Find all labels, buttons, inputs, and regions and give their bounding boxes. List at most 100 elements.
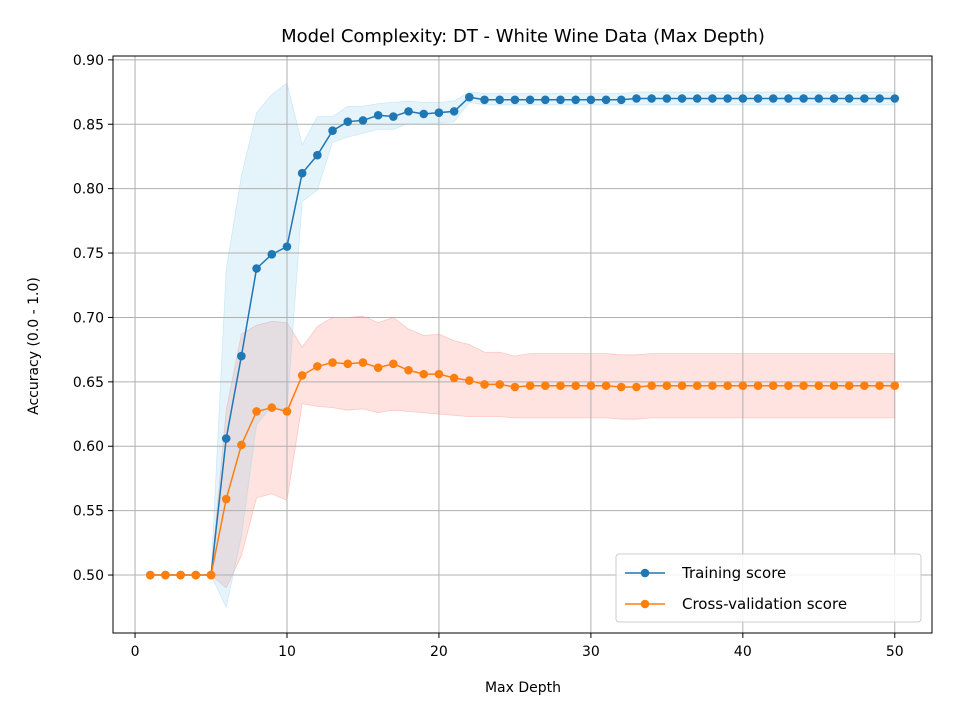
data-point-1: [145, 570, 155, 580]
x-tick-label: 40: [734, 644, 752, 660]
data-point-1: [313, 362, 322, 371]
x-tick-label: 0: [131, 644, 140, 660]
data-point-1: [677, 381, 687, 391]
data-point-0: [799, 94, 808, 103]
data-point-1: [601, 381, 611, 391]
data-point-1: [495, 380, 505, 389]
data-point-1: [237, 440, 246, 450]
data-point-0: [267, 250, 277, 259]
data-point-0: [844, 94, 854, 103]
data-point-0: [419, 109, 429, 119]
data-point-1: [556, 381, 565, 391]
data-point-1: [373, 363, 383, 372]
data-point-1: [647, 381, 656, 391]
data-point-1: [860, 381, 869, 391]
data-point-1: [723, 381, 732, 391]
y-tick-label: 0.60: [73, 439, 104, 455]
x-tick-label: 10: [278, 644, 296, 660]
data-point-1: [221, 494, 231, 504]
confidence-bands: [150, 82, 896, 609]
data-point-0: [692, 94, 702, 103]
legend-marker-1: [640, 599, 650, 609]
data-point-0: [768, 94, 778, 103]
data-point-1: [525, 381, 535, 391]
data-point-0: [252, 264, 261, 273]
x-tick-label: 20: [430, 644, 448, 660]
y-tick-label: 0.70: [73, 310, 104, 326]
y-tick-label: 0.75: [73, 246, 104, 262]
data-point-0: [313, 150, 322, 160]
data-point-0: [297, 168, 307, 178]
data-point-0: [860, 94, 869, 103]
data-point-0: [449, 107, 459, 116]
x-tick-label: 50: [886, 644, 904, 660]
data-point-1: [282, 407, 292, 416]
legend-box: [615, 553, 922, 623]
data-point-0: [829, 94, 839, 103]
data-point-1: [571, 381, 580, 391]
data-point-0: [601, 95, 611, 105]
data-point-0: [510, 95, 520, 105]
data-point-0: [525, 95, 535, 105]
data-point-0: [708, 94, 717, 103]
x-axis-label: Max Depth: [485, 680, 561, 696]
data-point-0: [480, 95, 489, 105]
grid-lines: [113, 56, 932, 633]
data-point-1: [829, 381, 839, 391]
data-point-0: [632, 94, 641, 103]
data-point-1: [404, 365, 413, 375]
data-point-0: [343, 117, 353, 126]
data-point-1: [814, 381, 824, 391]
data-point-1: [419, 369, 429, 379]
chart-title: Model Complexity: DT - White Wine Data (…: [281, 26, 765, 47]
data-point-0: [662, 94, 672, 103]
data-point-0: [237, 351, 246, 361]
data-point-1: [252, 407, 261, 416]
data-point-1: [768, 381, 778, 391]
data-point-1: [708, 381, 717, 391]
data-point-0: [404, 107, 413, 116]
y-tick-label: 0.55: [73, 504, 104, 520]
data-point-1: [540, 381, 550, 391]
series-markers: [145, 92, 900, 580]
data-point-1: [799, 381, 808, 391]
data-point-1: [632, 382, 641, 392]
data-point-1: [328, 358, 337, 367]
data-point-0: [875, 94, 884, 103]
legend-label-0: Training score: [681, 564, 786, 582]
axis-ticks: 0 10 20 30 40 50 0.50 0.55 0.60 0.65 0.70 0.75 0.80 0…: [73, 53, 904, 660]
data-point-0: [389, 112, 398, 121]
data-point-0: [647, 94, 656, 103]
data-point-0: [556, 95, 565, 105]
y-tick-label: 0.65: [73, 375, 104, 391]
data-point-1: [662, 381, 672, 391]
data-point-1: [191, 570, 201, 580]
data-point-0: [616, 95, 626, 105]
data-point-1: [753, 381, 763, 391]
data-point-0: [434, 108, 444, 117]
data-point-1: [465, 376, 474, 385]
data-point-0: [723, 94, 732, 103]
data-point-1: [875, 381, 884, 391]
data-point-0: [465, 92, 474, 102]
data-point-0: [221, 434, 231, 443]
data-point-0: [784, 94, 793, 103]
data-point-0: [282, 242, 292, 251]
legend: Training score Cross-validation score: [615, 553, 922, 623]
data-point-1: [434, 369, 444, 379]
data-point-1: [176, 570, 185, 580]
data-point-0: [738, 94, 748, 103]
y-tick-label: 0.80: [73, 182, 104, 198]
data-point-0: [890, 94, 900, 103]
data-point-1: [692, 381, 702, 391]
data-point-1: [586, 381, 596, 391]
y-tick-label: 0.90: [73, 53, 104, 69]
data-point-0: [814, 94, 824, 103]
data-point-0: [753, 94, 763, 103]
y-axis-label: Accuracy (0.0 - 1.0): [26, 277, 42, 415]
data-point-0: [358, 116, 368, 125]
data-point-0: [677, 94, 687, 103]
data-point-1: [297, 371, 307, 380]
y-tick-label: 0.50: [73, 568, 104, 584]
